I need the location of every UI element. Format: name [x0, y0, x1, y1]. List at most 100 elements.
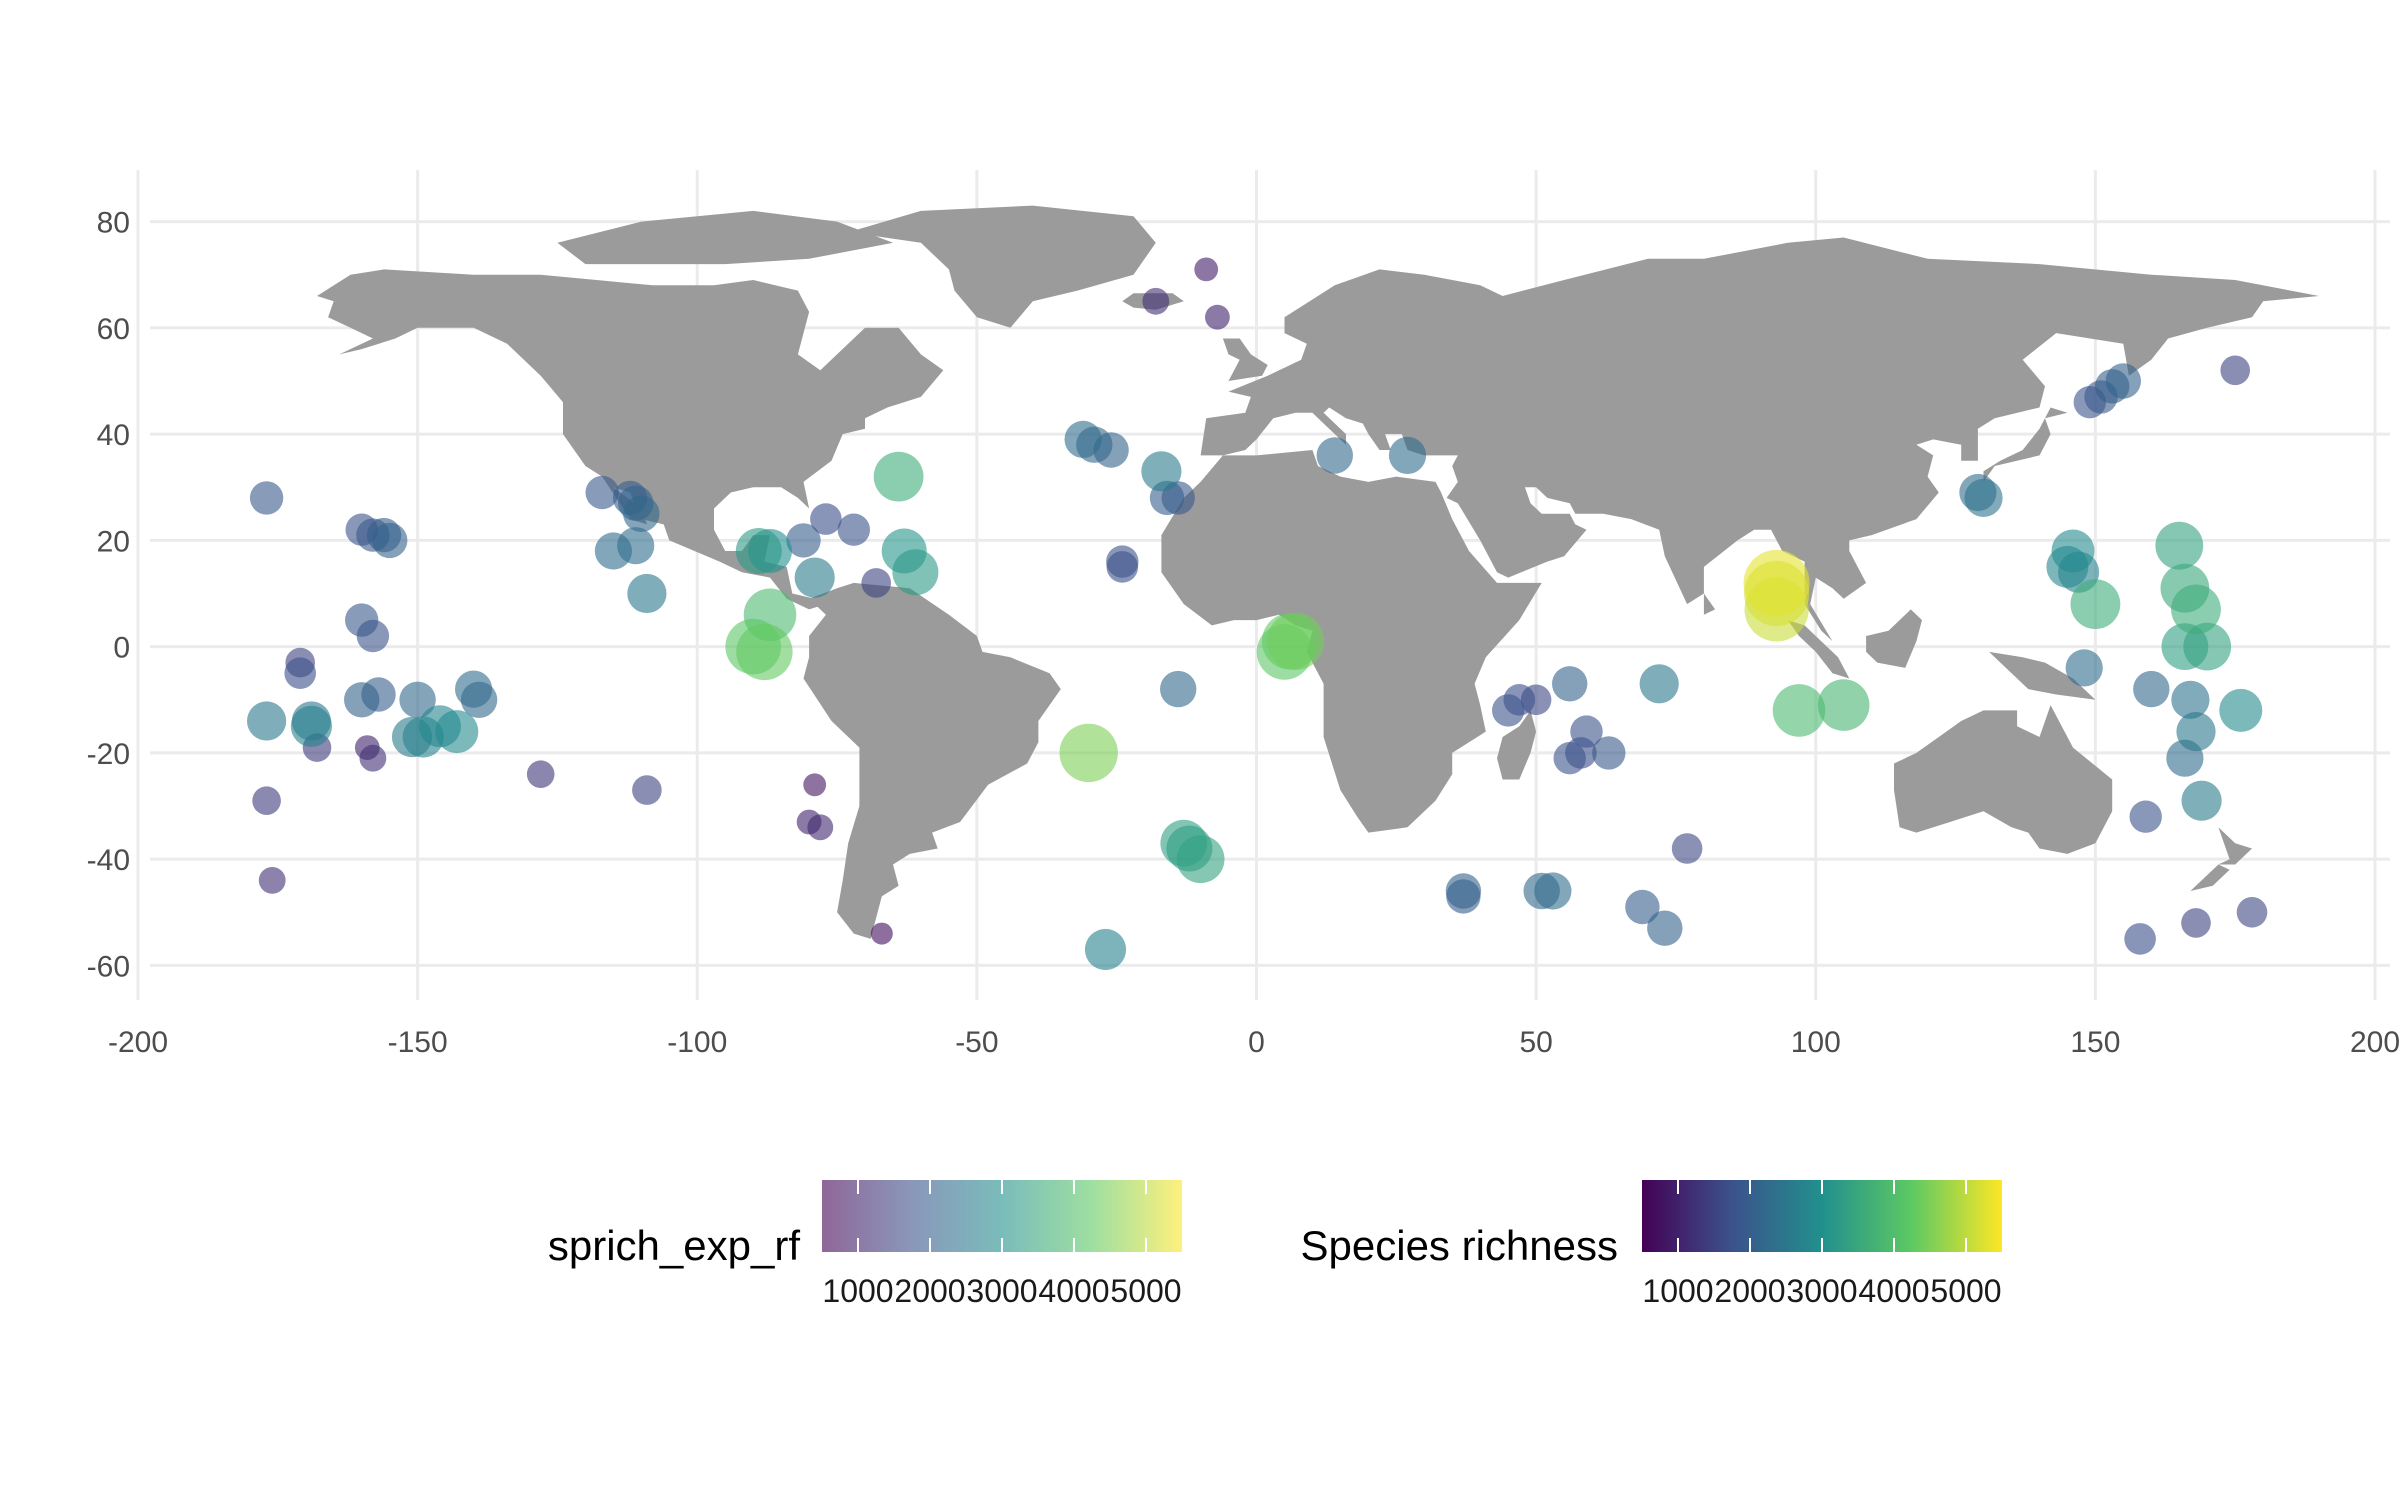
legend-tick-label: 2000	[1714, 1273, 1785, 1309]
land-japan	[1983, 407, 2068, 482]
data-point	[359, 744, 387, 772]
data-point	[435, 710, 479, 754]
data-point	[1671, 833, 1703, 864]
legend-tick-label: 3000	[966, 1273, 1037, 1309]
data-point	[2219, 688, 2263, 732]
legend-tick-label: 4000	[1038, 1273, 1109, 1309]
data-point	[249, 481, 284, 515]
data-point	[290, 705, 332, 747]
land-europe-asia	[1200, 237, 2320, 642]
data-point	[1445, 873, 1482, 909]
y-axis-ticks: -60 -40 -20 0 20 40 60 80	[87, 207, 130, 984]
data-point	[1142, 287, 1170, 315]
data-point	[252, 786, 281, 815]
x-tick-label: 50	[1519, 1026, 1552, 1059]
data-point	[2181, 908, 2211, 938]
data-point	[1570, 715, 1603, 748]
legend-tick-label: 5000	[1930, 1273, 2001, 1309]
land-sumatra	[1787, 620, 1850, 679]
data-point	[258, 867, 286, 894]
land-australia	[1894, 705, 2113, 854]
data-point	[1176, 835, 1225, 884]
data-point	[873, 451, 924, 502]
x-axis-ticks: -200 -150 -100 -50 0 50 100 150 200	[108, 1026, 2400, 1059]
land-north-america	[317, 269, 944, 610]
data-point	[837, 513, 870, 546]
data-point	[1817, 679, 1870, 731]
data-point	[2171, 680, 2210, 719]
data-point	[1106, 545, 1139, 578]
data-point	[2181, 780, 2222, 821]
land-basemap	[317, 205, 2320, 939]
x-tick-label: 150	[2070, 1026, 2120, 1059]
land-sri-lanka	[1703, 593, 1716, 615]
land-arctic-islands	[557, 210, 893, 265]
y-tick-label: 20	[97, 525, 130, 558]
data-point	[1625, 889, 1660, 925]
land-new-zealand	[2218, 827, 2252, 865]
data-point	[623, 495, 660, 532]
legend-tick-label: 1000	[822, 1273, 893, 1309]
data-point	[1388, 436, 1427, 474]
data-point	[1059, 723, 1118, 783]
data-point	[1064, 420, 1102, 458]
data-point	[861, 568, 891, 598]
data-point	[585, 475, 619, 510]
data-point	[1592, 736, 1626, 770]
x-tick-label: -50	[955, 1026, 998, 1059]
data-point	[794, 557, 835, 598]
x-tick-label: -150	[388, 1026, 448, 1059]
data-point	[803, 773, 827, 797]
data-point	[344, 682, 380, 718]
land-borneo	[1866, 609, 1922, 668]
data-point	[735, 528, 782, 574]
land-uk	[1222, 338, 1268, 381]
legend-tick-label: 5000	[1110, 1273, 1181, 1309]
land-new-guinea	[1989, 651, 2096, 700]
legend-tick-label: 3000	[1786, 1273, 1857, 1309]
x-tick-label: 0	[1248, 1026, 1265, 1059]
data-point	[627, 573, 667, 614]
data-point	[1772, 684, 1826, 737]
land-greenland	[848, 205, 1156, 328]
data-point	[1141, 451, 1182, 492]
data-point	[617, 527, 655, 565]
data-point	[810, 503, 842, 535]
data-point	[1205, 304, 1230, 330]
data-point	[1084, 928, 1127, 971]
data-point	[2220, 355, 2250, 386]
y-tick-label: 40	[97, 419, 130, 452]
data-point	[2051, 529, 2095, 573]
data-point	[1194, 257, 1219, 282]
data-point	[786, 523, 821, 558]
data-point	[2155, 521, 2204, 570]
data-point	[2105, 363, 2141, 399]
data-point	[1534, 872, 1572, 910]
x-tick-label: 200	[2350, 1026, 2400, 1059]
data-point	[1316, 437, 1354, 474]
legend-tick-label: 2000	[894, 1273, 965, 1309]
legend-title-1: sprich_exp_rf	[548, 1222, 800, 1269]
x-tick-label: -200	[108, 1026, 168, 1059]
land-madagascar	[1497, 710, 1537, 780]
data-point	[1647, 910, 1683, 946]
x-tick-label: -100	[667, 1026, 727, 1059]
data-point	[736, 623, 793, 681]
legend-title-2: Species richness	[1301, 1222, 1618, 1269]
x-tick-label: 100	[1791, 1026, 1841, 1059]
land-africa	[1161, 450, 1542, 833]
y-tick-label: 0	[113, 632, 130, 665]
data-point	[892, 549, 939, 596]
data-point	[2129, 800, 2162, 833]
data-point	[632, 775, 662, 805]
data-point	[1552, 666, 1588, 702]
data-point	[1160, 670, 1197, 708]
data-point	[284, 657, 317, 689]
data-point	[1964, 478, 2003, 517]
data-point	[2236, 897, 2268, 928]
data-point	[2171, 584, 2221, 635]
land-south-america	[803, 582, 1061, 939]
y-tick-label: 60	[97, 313, 130, 346]
